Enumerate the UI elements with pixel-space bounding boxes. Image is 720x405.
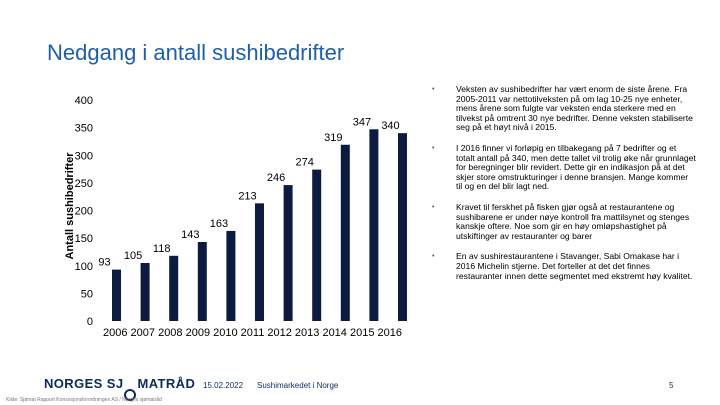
x-tick-label: 2014 (319, 327, 347, 339)
bar-2011 (255, 203, 264, 321)
bar-2015 (369, 129, 379, 321)
logo-text-right: MATRÅD (137, 376, 196, 391)
bullet-dot-icon: • (432, 86, 435, 93)
x-tick-label: 2010 (210, 327, 238, 339)
bullet-text: Veksten av sushibedrifter har vært enorm… (456, 84, 693, 133)
x-tick-label: 2011 (238, 327, 265, 339)
logo-text-left: NORGES SJ (44, 376, 124, 391)
y-tick-label: 100 (75, 261, 93, 273)
data-label: 93 (98, 257, 110, 269)
bar-2013 (312, 169, 322, 321)
bar-2012 (283, 185, 293, 321)
bar-2014 (340, 144, 350, 321)
bullet-dot-icon: • (432, 144, 435, 152)
data-label: 347 (353, 116, 371, 128)
footer-title: Sushimarkedet i Norge (257, 381, 339, 390)
y-tick-label: 350 (75, 123, 93, 135)
y-tick-label: 250 (75, 178, 93, 190)
data-label: 274 (296, 157, 314, 169)
bullet-text: I 2016 finner vi forløpig en tilbakegang… (456, 142, 696, 192)
x-tick-label: 2012 (264, 327, 292, 339)
bar-2010 (226, 230, 236, 321)
x-tick-label: 2008 (155, 327, 183, 339)
bar-2009 (197, 241, 207, 321)
norges-sjomatrad-logo: NORGES SJØMATRÅD (44, 376, 195, 401)
logo-ring-icon: Ø (124, 389, 137, 401)
bullet-item: • Kravet til ferskhet på fisken gjør ogs… (428, 201, 696, 241)
bullet-text: Kravet til ferskhet på fisken gjør også … (456, 201, 690, 241)
data-label: 163 (210, 218, 228, 230)
y-tick-label: 50 (81, 288, 93, 300)
x-tick-label: 2016 (374, 327, 402, 339)
y-axis-label: Antall sushibedrifter (64, 152, 76, 260)
bullet-item: • I 2016 finner vi forløpig en tilbakega… (428, 142, 696, 192)
page-title: Nedgang i antall sushibedrifter (47, 40, 345, 65)
data-label: 105 (124, 250, 142, 262)
y-tick-label: 200 (75, 206, 93, 218)
page-number: 5 (669, 381, 674, 390)
y-tick-label: 0 (87, 316, 93, 328)
bullet-text: En av sushirestaurantene i Stavanger, Sa… (456, 251, 693, 281)
bullet-list: • Veksten av sushibedrifter har vært eno… (428, 84, 696, 292)
bullet-item: • Veksten av sushibedrifter har vært eno… (428, 84, 696, 133)
bullet-item: • En av sushirestaurantene i Stavanger, … (428, 251, 696, 281)
footer: NORGES SJØMATRÅD 15.02.2022 Sushimarkede… (0, 370, 720, 405)
x-tick-label: 2007 (127, 327, 155, 339)
y-tick-label: 150 (75, 233, 93, 245)
data-label: 319 (324, 132, 342, 144)
x-tick-label: 2015 (347, 327, 375, 339)
data-label: 246 (267, 172, 285, 184)
source-note: Kilde: Sjømat Rapport Konsesjonsforordni… (6, 397, 162, 403)
bar-2008 (169, 255, 179, 321)
bar-2007 (140, 262, 150, 321)
y-tick-label: 400 (75, 95, 93, 107)
x-tick-label: 2009 (183, 327, 211, 339)
data-label: 118 (153, 243, 171, 255)
footer-date: 15.02.2022 (203, 381, 244, 390)
bar-2016 (398, 133, 407, 321)
data-label: 340 (381, 120, 399, 132)
bullet-dot-icon: • (432, 253, 435, 261)
x-tick-label: 2006 (103, 327, 127, 339)
bullet-dot-icon: • (432, 203, 435, 211)
x-tick-label: 2013 (292, 327, 320, 339)
x-axis-labels: 2006 2007 2008 2009 2010 2011 2012 2013 … (103, 327, 402, 339)
data-label: 143 (181, 229, 199, 241)
data-label: 213 (238, 190, 256, 202)
y-tick-label: 300 (75, 150, 93, 162)
bar-2006 (112, 269, 121, 321)
